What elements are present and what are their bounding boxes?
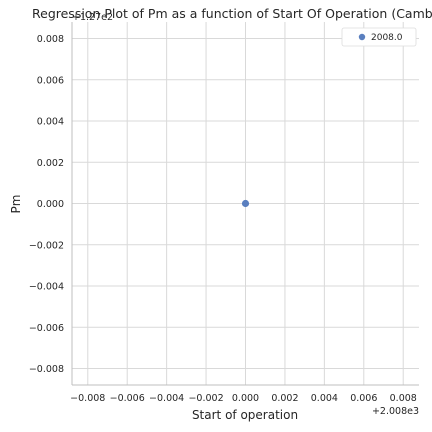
x-tick-label: 0.004 (311, 393, 338, 404)
y-tick-label: 0.008 (37, 34, 64, 45)
y-tick-label: 0.004 (37, 117, 64, 128)
x-offset-label: +2.008e3 (372, 406, 419, 417)
x-tick-labels: −0.008 −0.006 −0.004 −0.002 0.000 0.002 0.004 0… (70, 393, 417, 404)
x-tick-label: −0.006 (110, 393, 145, 404)
y-axis-label: Pm (9, 195, 23, 214)
x-tick-label: −0.008 (70, 393, 105, 404)
y-tick-label: −0.008 (29, 364, 64, 375)
y-tick-label: −0.006 (29, 323, 64, 334)
y-tick-label: 0.006 (37, 75, 64, 86)
x-tick-label: 0.000 (232, 393, 259, 404)
x-tick-label: −0.002 (188, 393, 223, 404)
y-tick-label: −0.004 (29, 282, 64, 293)
legend-marker (358, 33, 366, 41)
y-tick-label: −0.002 (29, 240, 64, 251)
y-tick-label: 0.000 (37, 199, 64, 210)
legend-label: 2008.0 (371, 33, 403, 43)
legend-box (341, 27, 417, 47)
x-tick-label: −0.004 (149, 393, 184, 404)
legend: 2008.0 (341, 27, 417, 47)
y-tick-label: 0.002 (37, 158, 64, 169)
chart-title: Regression Plot of Pm as a function of S… (32, 6, 432, 21)
x-tick-label: 0.008 (390, 393, 417, 404)
data-points (241, 199, 250, 208)
x-tick-label: 0.006 (350, 393, 377, 404)
x-axis-label: Start of operation (192, 408, 298, 422)
x-tick-label: 0.002 (271, 393, 298, 404)
y-tick-labels: 0.008 0.006 0.004 0.002 0.000 −0.002 −0.004 −0.… (29, 34, 64, 375)
data-point (241, 199, 250, 208)
y-offset-label: +1.27e2 (72, 12, 113, 23)
